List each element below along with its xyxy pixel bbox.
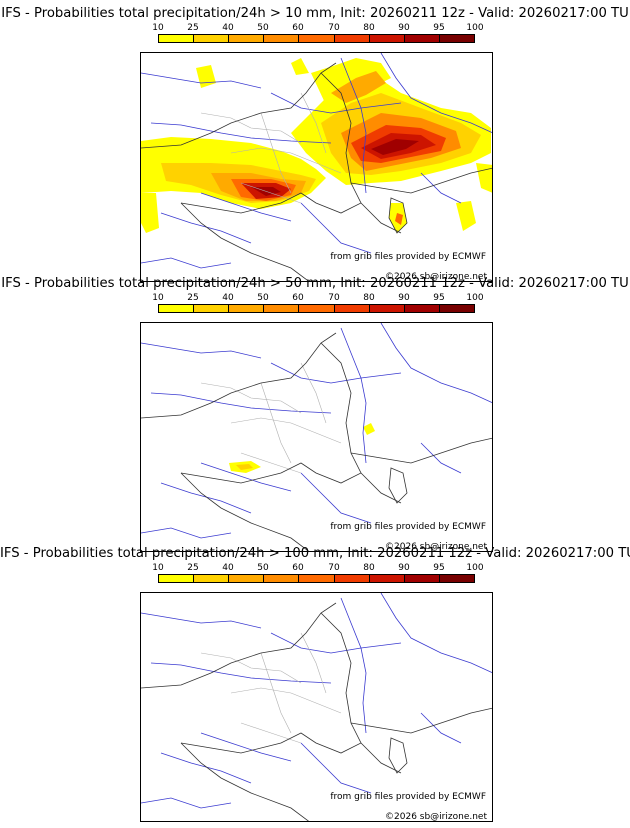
colorbar-swatch (405, 575, 440, 582)
precip-probability-map: from grib files provided by ECMWF ©2026 … (140, 322, 493, 552)
colorbar-tick: 100 (466, 23, 483, 33)
source-credit: from grib files provided by ECMWF (330, 252, 486, 263)
forecast-panel-10mm: IFS - Probabilities total precipitation/… (0, 6, 630, 278)
country-borders (141, 603, 493, 822)
colorbar-tick: 10 (152, 293, 163, 303)
colorbar-tick: 40 (222, 23, 233, 33)
colorbar-tick: 70 (328, 563, 339, 573)
colorbar-tick: 25 (187, 563, 198, 573)
colorbar-swatch (264, 575, 299, 582)
precip-probability-map: from grib files provided by ECMWF ©2026 … (140, 52, 493, 282)
colorbar-swatch (264, 305, 299, 312)
region-borders (201, 363, 341, 473)
colorbar-swatch (159, 575, 194, 582)
forecast-panel-100mm: IFS - Probabilities total precipitation/… (0, 546, 630, 818)
colorbar-tick: 60 (292, 563, 303, 573)
colorbar-tick: 60 (292, 23, 303, 33)
colorbar-tick: 90 (398, 23, 409, 33)
colorbar-swatch (194, 35, 229, 42)
colorbar-tick: 40 (222, 293, 233, 303)
colorbar-swatch (440, 305, 474, 312)
colorbar-swatch (440, 575, 474, 582)
colorbar-tick: 50 (257, 563, 268, 573)
colorbar-swatch (370, 35, 405, 42)
country-borders (141, 333, 493, 552)
colorbar-swatch (405, 305, 440, 312)
colorbar-tick: 70 (328, 23, 339, 33)
colorbar-swatch (299, 35, 334, 42)
map-canvas (141, 53, 493, 282)
colorbar-ticks: 10 25 40 50 60 70 80 90 95 100 (0, 293, 630, 303)
colorbar-tick: 95 (433, 563, 444, 573)
precip-field (229, 423, 375, 473)
colorbar-ticks: 10 25 40 50 60 70 80 90 95 100 (0, 23, 630, 33)
panel-title: IFS - Probabilities total precipitation/… (0, 6, 630, 22)
region-borders (201, 633, 341, 743)
rivers (141, 323, 493, 538)
colorbar-swatch (370, 305, 405, 312)
rivers (141, 593, 493, 808)
colorbar-swatch (194, 305, 229, 312)
colorbar-swatch (335, 35, 370, 42)
colorbar-tick: 95 (433, 23, 444, 33)
colorbar-tick: 80 (363, 293, 374, 303)
precip-field (141, 58, 493, 233)
colorbar-tick: 25 (187, 293, 198, 303)
colorbar-tick: 95 (433, 293, 444, 303)
source-credit: from grib files provided by ECMWF (330, 522, 486, 533)
colorbar (158, 574, 475, 583)
colorbar-swatch (194, 575, 229, 582)
colorbar-swatch (264, 35, 299, 42)
colorbar-swatch (370, 575, 405, 582)
map-canvas (141, 593, 493, 822)
colorbar-swatch (159, 35, 194, 42)
colorbar-swatch (229, 575, 264, 582)
colorbar-tick: 80 (363, 23, 374, 33)
colorbar-tick: 70 (328, 293, 339, 303)
colorbar (158, 304, 475, 313)
panel-title: IFS - Probabilities total precipitation/… (0, 276, 630, 292)
colorbar-tick: 90 (398, 293, 409, 303)
colorbar-tick: 90 (398, 563, 409, 573)
colorbar-tick: 50 (257, 293, 268, 303)
colorbar-tick: 50 (257, 23, 268, 33)
colorbar-swatch (335, 305, 370, 312)
colorbar-swatch (159, 305, 194, 312)
colorbar-tick: 25 (187, 23, 198, 33)
map-canvas (141, 323, 493, 552)
colorbar-tick: 10 (152, 23, 163, 33)
colorbar-swatch (229, 35, 264, 42)
panel-title: IFS - Probabilities total precipitation/… (0, 546, 630, 562)
copyright-notice: ©2026 sb@irizone.net (385, 812, 487, 822)
source-credit: from grib files provided by ECMWF (330, 792, 486, 803)
colorbar-tick: 80 (363, 563, 374, 573)
colorbar-tick: 40 (222, 563, 233, 573)
colorbar-tick: 100 (466, 563, 483, 573)
colorbar-swatch (299, 575, 334, 582)
colorbar-tick: 100 (466, 293, 483, 303)
colorbar-swatch (229, 305, 264, 312)
precip-probability-map: from grib files provided by ECMWF ©2026 … (140, 592, 493, 822)
colorbar (158, 34, 475, 43)
colorbar-tick: 60 (292, 293, 303, 303)
colorbar-tick: 10 (152, 563, 163, 573)
colorbar-ticks: 10 25 40 50 60 70 80 90 95 100 (0, 563, 630, 573)
colorbar-swatch (299, 305, 334, 312)
colorbar-swatch (440, 35, 474, 42)
forecast-panel-50mm: IFS - Probabilities total precipitation/… (0, 276, 630, 548)
colorbar-swatch (335, 575, 370, 582)
colorbar-swatch (405, 35, 440, 42)
